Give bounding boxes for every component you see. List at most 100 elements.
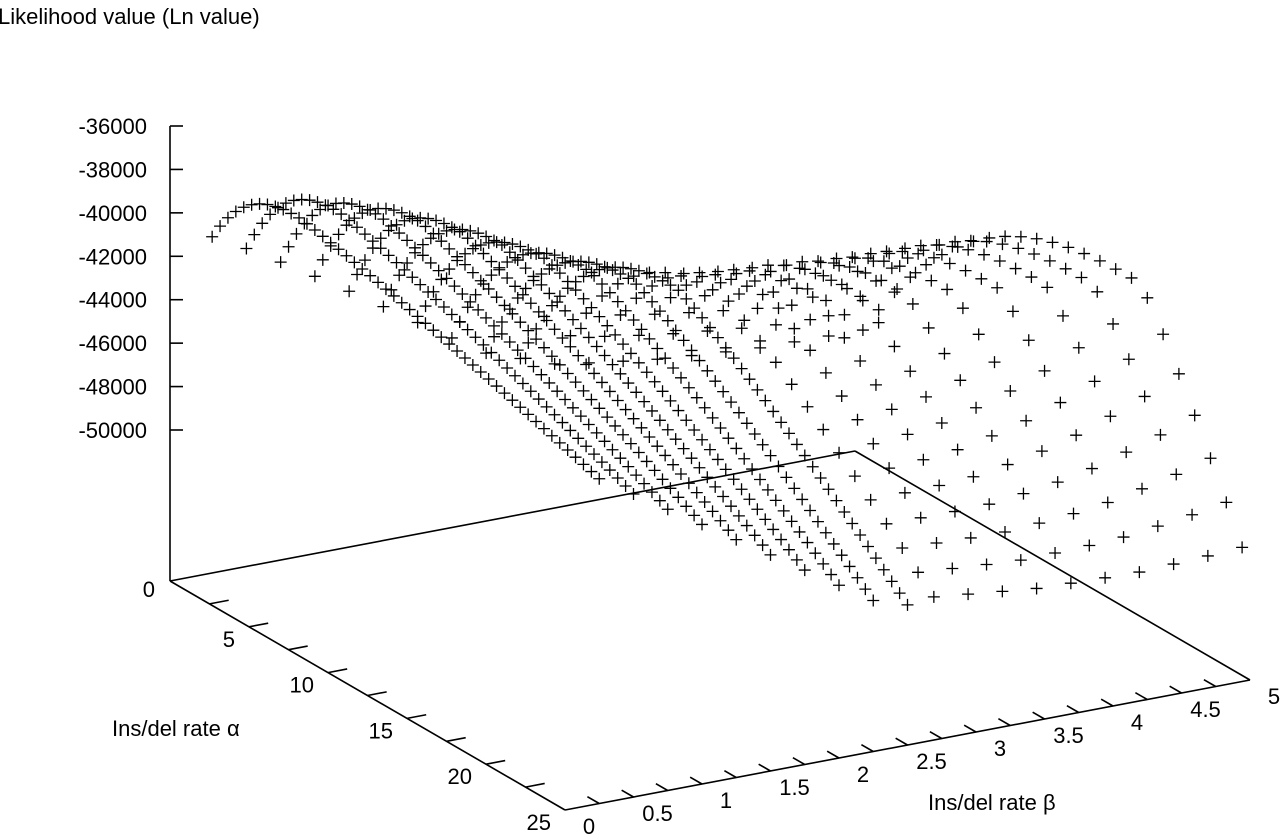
data-point [443,263,456,276]
data-point [804,344,817,357]
data-point [353,200,366,213]
data-point [698,401,711,414]
data-point [1006,305,1019,318]
data-point [490,291,503,304]
data-point [603,286,616,299]
data-point [445,331,458,344]
data-point [732,509,745,522]
data-point [901,428,914,441]
data-point [530,322,543,335]
data-point [624,347,637,360]
data-point [524,385,537,398]
data-point [732,406,745,419]
beta-tick-label: 2 [857,762,869,787]
data-point [725,273,738,286]
data-point [501,361,514,374]
beta-tick-label: 0.5 [642,801,673,826]
data-point [667,458,680,471]
data-point [622,272,635,285]
data-point [596,277,608,290]
data-point [590,426,603,439]
data-point [653,414,666,427]
data-point [577,292,590,305]
y-axis-title: Ins/del rate α [112,716,240,741]
data-point [514,240,527,253]
data-point [448,280,461,293]
data-point [538,252,551,265]
data-point [880,245,893,258]
data-point [933,238,946,251]
data-point [780,471,793,484]
data-point [656,473,669,486]
data-point [488,234,500,247]
data-point [606,264,619,277]
data-point [464,224,477,237]
alpha-tick [327,668,348,674]
data-point [651,342,664,355]
data-point [395,296,408,309]
data-point [348,256,361,269]
data-point [888,286,901,299]
data-point [443,338,456,351]
data-point [640,455,653,468]
data-point [835,549,848,562]
data-point [406,212,419,225]
data-point [1151,520,1164,533]
data-point [435,235,448,248]
data-point [764,548,777,561]
data-point [777,504,790,517]
data-point [846,251,859,264]
data-point [1141,291,1154,304]
data-point [1059,262,1072,275]
data-point [891,282,904,295]
surface-row [788,239,1180,571]
data-point [630,469,643,482]
data-point [459,258,471,271]
data-point [701,471,714,484]
data-point [556,331,569,344]
data-point [1088,375,1101,388]
alpha-tick-label: 5 [223,627,235,652]
data-point [256,217,269,230]
data-point [490,380,503,393]
data-point [896,541,909,554]
data-point [553,267,566,280]
data-point [967,235,980,248]
data-point [474,274,487,287]
data-point [825,274,838,287]
data-point [643,430,656,443]
beta-tick [586,795,600,805]
beta-tick [723,769,737,779]
data-point [664,482,677,495]
data-point [817,557,830,570]
data-point [767,286,780,299]
data-point [701,325,714,338]
data-point [617,261,630,274]
data-point [619,480,632,493]
data-point [706,411,719,424]
data-point [553,290,566,303]
data-point [435,273,448,286]
data-point [793,525,806,538]
data-point [798,449,811,462]
beta-tick [997,717,1011,727]
data-point [646,280,659,293]
data-point [991,281,1004,294]
data-point [522,408,535,421]
data-point [927,251,940,264]
alpha-tick [485,759,506,765]
data-point [411,316,424,329]
surface-row [617,263,1009,598]
data-point [877,255,890,268]
data-point [1093,254,1106,267]
data-point [332,243,345,256]
beta-tick-label: 4 [1131,710,1143,735]
data-point [809,267,822,280]
data-point [896,245,909,258]
data-point [453,225,466,238]
data-point [617,428,629,441]
data-point [859,266,872,279]
data-point [780,259,793,272]
data-point [920,390,932,403]
data-point [403,303,416,316]
